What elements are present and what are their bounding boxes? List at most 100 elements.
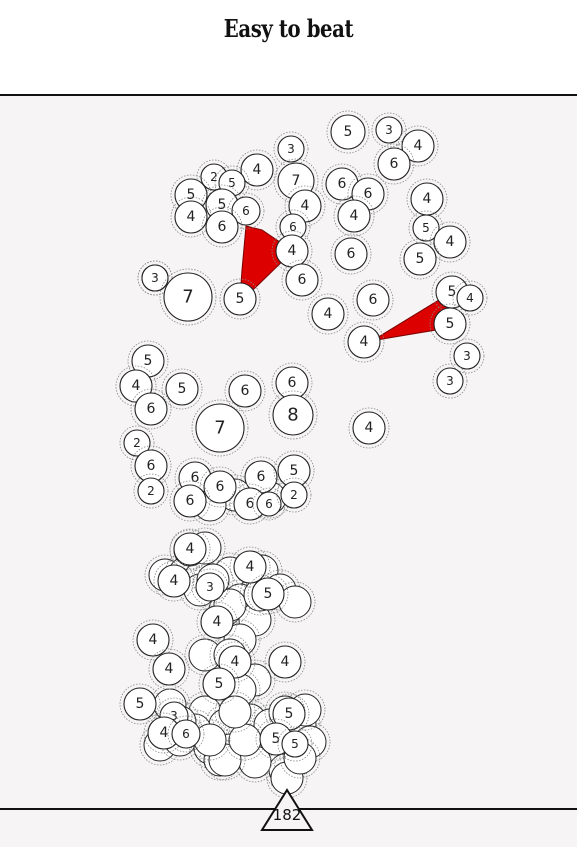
- number-node[interactable]: 5: [161, 368, 203, 410]
- number-node[interactable]: 4: [343, 321, 385, 363]
- number-node[interactable]: 2: [133, 473, 169, 509]
- number-node[interactable]: 4: [429, 221, 471, 263]
- number-node[interactable]: 4: [452, 280, 488, 316]
- node-value: 6: [246, 496, 255, 512]
- blank-node[interactable]: [218, 695, 252, 729]
- number-node[interactable]: 5: [429, 303, 471, 345]
- node-value: 4: [132, 378, 141, 394]
- node-value: 6: [242, 204, 250, 218]
- node-value: 5: [178, 381, 187, 397]
- number-node[interactable]: 5: [268, 693, 310, 735]
- node-value: 2: [210, 170, 218, 184]
- number-node[interactable]: 6: [169, 480, 211, 522]
- number-node[interactable]: 6: [227, 192, 265, 230]
- node-value: 4: [281, 654, 290, 670]
- number-node[interactable]: 6: [352, 279, 394, 321]
- node-value: 6: [216, 479, 225, 495]
- node-value: 6: [218, 219, 227, 235]
- number-node[interactable]: 6: [130, 388, 172, 430]
- number-node[interactable]: 4: [236, 149, 278, 191]
- number-node[interactable]: 4: [406, 178, 448, 220]
- number-node[interactable]: 3: [191, 568, 229, 606]
- node-value: 5: [144, 353, 153, 369]
- number-node[interactable]: 6: [373, 143, 415, 185]
- node-value: 5: [264, 586, 273, 602]
- node-value: 5: [215, 676, 224, 692]
- node-value: 4: [423, 191, 432, 207]
- number-node[interactable]: 4: [148, 648, 190, 690]
- node-value: 3: [287, 142, 295, 156]
- move-counter-value: 182: [273, 806, 302, 824]
- node-value: 6: [182, 727, 190, 741]
- number-node[interactable]: 5: [247, 573, 289, 615]
- node-value: 8: [287, 405, 298, 426]
- number-node[interactable]: 3: [371, 112, 407, 148]
- node-value: 3: [385, 123, 393, 137]
- number-node[interactable]: 4: [333, 195, 375, 237]
- node-value: 5: [218, 197, 227, 213]
- number-nodes[interactable]: 5346334257665544646654464537566454543354…: [115, 110, 488, 762]
- node-value: 4: [149, 632, 158, 648]
- number-node[interactable]: 6: [201, 206, 243, 248]
- number-node[interactable]: 6: [224, 370, 266, 412]
- node-value: 5: [422, 221, 430, 235]
- node-value: 5: [416, 251, 425, 267]
- node-value: 4: [170, 573, 179, 589]
- node-value: 6: [338, 176, 347, 192]
- node-value: 7: [214, 418, 225, 439]
- number-node[interactable]: 5: [399, 238, 441, 280]
- node-value: 6: [347, 246, 356, 262]
- number-node[interactable]: 3: [449, 338, 485, 374]
- node-value: 4: [446, 234, 455, 250]
- node-value: 5: [446, 316, 455, 332]
- node-value: 3: [170, 709, 178, 723]
- node-value: 5: [136, 696, 145, 712]
- node-value: 6: [147, 458, 156, 474]
- number-node[interactable]: 5: [219, 278, 261, 320]
- number-node[interactable]: 5: [277, 726, 313, 762]
- triangle-counter-icon: [260, 788, 314, 831]
- number-node[interactable]: 5: [119, 683, 161, 725]
- node-value: 6: [186, 493, 195, 509]
- node-value: 7: [292, 173, 301, 189]
- number-node[interactable]: 7: [159, 268, 217, 326]
- number-node[interactable]: 3: [432, 363, 468, 399]
- node-value: 5: [236, 291, 245, 307]
- number-node[interactable]: 4: [169, 528, 211, 570]
- node-value: 3: [206, 580, 214, 594]
- node-value: 2: [290, 488, 298, 502]
- node-value: 4: [186, 541, 195, 557]
- number-node[interactable]: 4: [264, 641, 306, 683]
- number-node[interactable]: 4: [132, 619, 174, 661]
- number-node[interactable]: 6: [281, 259, 323, 301]
- number-node[interactable]: 4: [196, 601, 238, 643]
- number-node[interactable]: 4: [229, 546, 271, 588]
- node-value: 4: [365, 420, 374, 436]
- number-node[interactable]: 6: [330, 233, 372, 275]
- node-value: 4: [246, 559, 255, 575]
- node-value: 4: [187, 209, 196, 225]
- node-value: 5: [448, 284, 457, 300]
- node-value: 6: [364, 186, 373, 202]
- number-node[interactable]: 3: [273, 131, 309, 167]
- node-value: 6: [390, 156, 399, 172]
- node-value: 6: [298, 272, 307, 288]
- header: Easy to beat: [0, 0, 577, 94]
- number-node[interactable]: 2: [276, 477, 312, 513]
- number-node[interactable]: 3: [137, 260, 173, 296]
- node-value: 4: [324, 306, 333, 322]
- number-node[interactable]: 5: [198, 663, 240, 705]
- number-node[interactable]: 5: [326, 110, 370, 154]
- number-node[interactable]: 8: [268, 390, 318, 440]
- number-node[interactable]: 4: [348, 407, 390, 449]
- number-node[interactable]: 4: [153, 560, 195, 602]
- number-node[interactable]: 4: [170, 196, 212, 238]
- number-node[interactable]: 4: [397, 125, 439, 167]
- number-node[interactable]: 6: [167, 715, 205, 753]
- number-node[interactable]: 2: [119, 425, 155, 461]
- node-value: 4: [301, 198, 310, 214]
- number-node[interactable]: 7: [191, 399, 249, 457]
- number-node[interactable]: 4: [307, 293, 349, 335]
- node-value: 7: [182, 287, 193, 308]
